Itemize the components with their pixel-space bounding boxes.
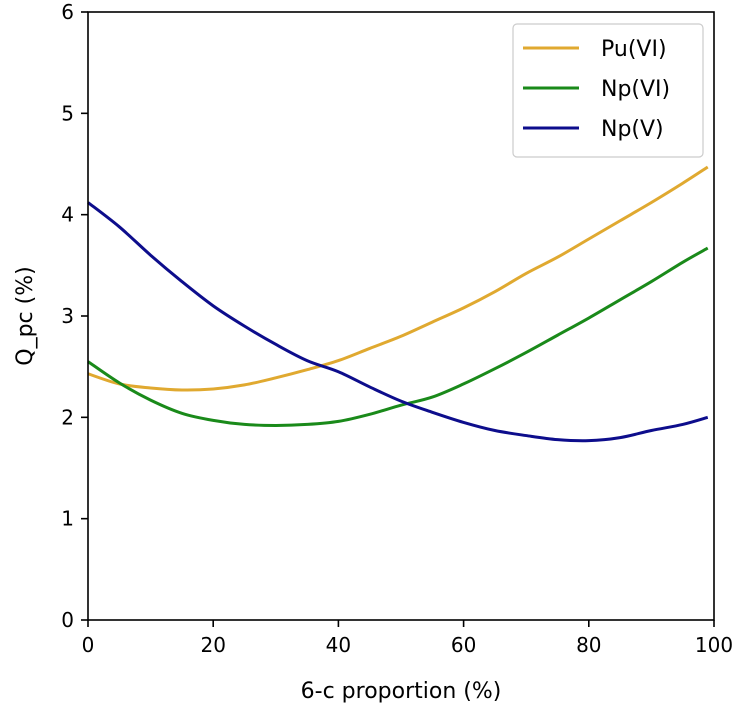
legend-label-1: Np(VI) — [601, 77, 670, 102]
legend-box — [512, 23, 704, 158]
y-tick-label-0: 0 — [61, 608, 74, 632]
x-tick-label-3: 60 — [451, 633, 476, 657]
legend-label-2: Np(V) — [601, 117, 664, 142]
y-tick-label-3: 3 — [61, 304, 74, 328]
x-tick-label-2: 40 — [326, 633, 351, 657]
legend-label-0: Pu(VI) — [601, 37, 667, 62]
x-tick-label-5: 100 — [695, 633, 733, 657]
y-tick-label-1: 1 — [61, 507, 74, 531]
x-tick-label-0: 0 — [82, 633, 95, 657]
x-axis-label: 6-c proportion (%) — [301, 679, 502, 704]
x-tick-label-4: 80 — [576, 633, 601, 657]
x-tick-label-1: 20 — [200, 633, 225, 657]
y-tick-label-5: 5 — [61, 101, 74, 125]
axes: 0 20 40 60 80 100 0 1 2 3 4 5 6 — [61, 0, 733, 657]
y-tick-label-2: 2 — [61, 405, 74, 429]
y-axis-label: Q_pc (%) — [13, 266, 38, 365]
y-tick-label-6: 6 — [61, 0, 74, 24]
legend: Pu(VI) Np(VI) Np(V) — [512, 23, 704, 158]
series-line-2 — [87, 201, 709, 443]
y-tick-label-4: 4 — [61, 203, 74, 227]
plot-area — [87, 165, 709, 443]
series-line-0 — [87, 165, 709, 392]
series-line-1 — [87, 246, 709, 427]
